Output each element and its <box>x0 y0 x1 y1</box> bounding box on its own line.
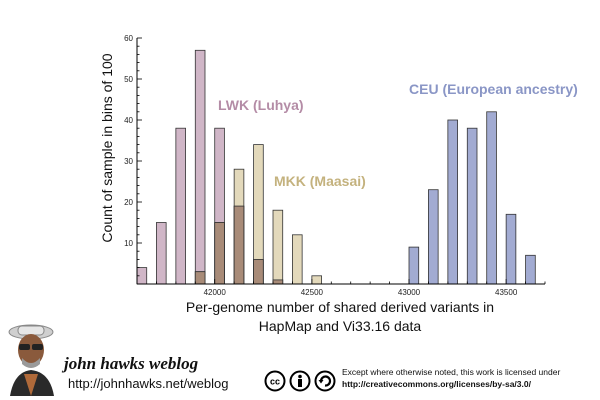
license-notice: Except where otherwise noted, this work … <box>342 366 560 390</box>
x-tick-label: 42500 <box>301 288 324 297</box>
histogram-bars <box>136 49 536 285</box>
bar-mkk-42500 <box>311 275 322 285</box>
x-axis-label: Per-genome number of shared derived vari… <box>90 298 590 336</box>
bar-ceu-43400 <box>486 111 497 285</box>
x-axis-label-line1: Per-genome number of shared derived vari… <box>185 299 495 315</box>
bar-overlap-42000 <box>214 222 225 285</box>
bar-ceu-43300 <box>466 127 478 285</box>
by-attribution-icon <box>289 370 311 392</box>
cc-license-icons: cc <box>264 370 336 392</box>
license-url-text[interactable]: http://creativecommons.org/licenses/by-s… <box>342 379 531 389</box>
svg-text:cc: cc <box>270 377 280 387</box>
bar-ceu-43200 <box>447 119 458 285</box>
bar-overlap-42300 <box>272 279 284 285</box>
y-tick-label: 20 <box>124 198 133 207</box>
bar-overlap-42200 <box>253 258 264 285</box>
license-url-link[interactable]: http://creativecommons.org/licenses/by-s… <box>342 378 560 390</box>
x-tick-label: 43000 <box>398 288 421 297</box>
footer: john hawks weblog http://johnhawks.net/w… <box>0 318 600 400</box>
cc-icon: cc <box>264 370 286 392</box>
x-axis-label-line2: HapMap and Vi33.16 data <box>258 318 422 334</box>
bar-lwk-41900 <box>194 49 206 285</box>
bar-ceu-43500 <box>505 213 517 285</box>
bar-ceu-43000 <box>408 246 420 285</box>
x-tick-label: 43500 <box>495 288 518 297</box>
license-text: Except where otherwise noted, this work … <box>342 367 561 377</box>
bar-lwk-41700 <box>156 222 167 285</box>
y-axis-label: Count of sample in bins of 100 <box>99 53 115 242</box>
series-label-mkk: MKK (Maasai) <box>274 173 366 189</box>
brand-title: john hawks weblog <box>64 354 199 373</box>
y-tick-label: 60 <box>124 34 133 43</box>
bar-mkk-42400 <box>292 234 303 285</box>
series-label-lwk: LWK (Luhya) <box>218 97 304 113</box>
bar-ceu-43100 <box>428 189 439 285</box>
series-label-ceu: CEU (European ancestry) <box>409 81 578 97</box>
y-tick-label: 30 <box>124 157 133 166</box>
avatar-portrait-icon <box>8 324 54 396</box>
x-tick-label: 42000 <box>204 288 227 297</box>
brand-url-link[interactable]: http://johnhawks.net/weblog <box>68 376 229 391</box>
axis-ticks: 42000 42500 43000 43500 10 20 30 40 50 60 <box>124 34 546 297</box>
bar-overlap-42100 <box>233 205 245 285</box>
y-tick-label: 10 <box>124 239 133 248</box>
bar-mkk-42300 <box>272 209 284 285</box>
sa-sharealike-icon <box>314 370 336 392</box>
bar-ceu-43600 <box>525 254 536 285</box>
y-tick-label: 40 <box>124 116 133 125</box>
y-tick-label: 50 <box>124 75 133 84</box>
histogram-chart: 42000 42500 43000 43500 10 20 30 40 50 60 Count o… <box>99 34 578 297</box>
bar-lwk-41800 <box>175 127 186 285</box>
bar-overlap-41900 <box>194 271 206 285</box>
